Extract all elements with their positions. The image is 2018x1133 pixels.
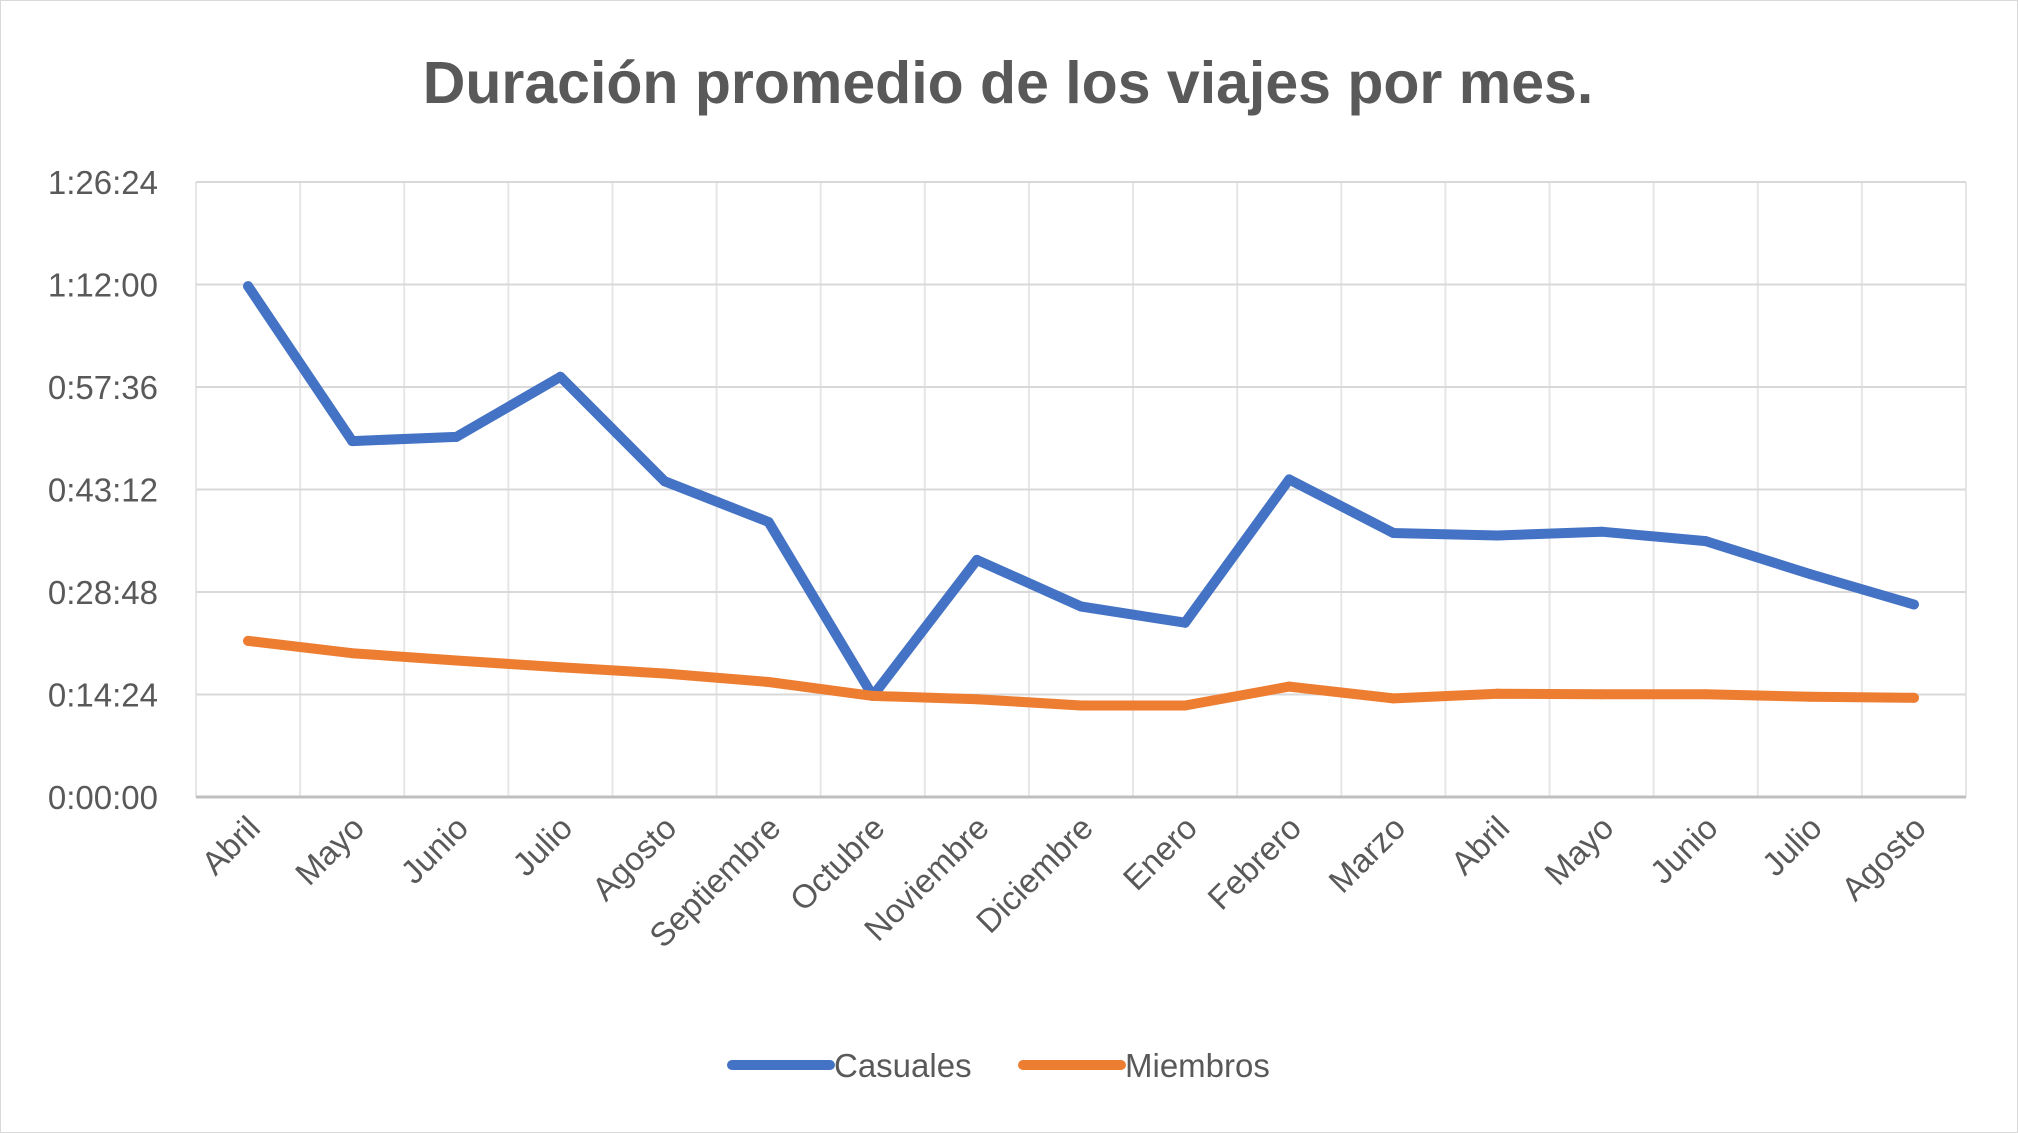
data-point-casuales	[347, 436, 358, 447]
series-line-casuales	[243, 281, 1919, 701]
legend-label-casuales: Casuales	[834, 1047, 972, 1084]
data-point-casuales	[1700, 536, 1711, 547]
data-point-casuales	[1180, 617, 1191, 628]
series-lines	[243, 281, 1919, 711]
y-tick-label: 1:12:00	[48, 267, 158, 304]
data-point-casuales	[1492, 530, 1503, 541]
data-point-miembros	[763, 677, 774, 688]
series-line-miembros	[243, 635, 1919, 711]
data-point-casuales	[763, 517, 774, 528]
y-axis-ticks: 0:00:00 0:14:24 0:28:48 0:43:12 0:57:36 1:12:…	[48, 164, 158, 816]
data-point-casuales	[1076, 601, 1086, 612]
data-point-casuales	[555, 371, 566, 382]
x-tick-label: Junio	[1643, 809, 1725, 891]
data-point-miembros	[451, 655, 462, 666]
data-point-casuales	[451, 431, 462, 442]
y-tick-label: 1:26:24	[48, 164, 158, 201]
data-point-casuales	[1908, 599, 1919, 610]
data-point-miembros	[1284, 681, 1295, 692]
data-point-casuales	[659, 476, 670, 487]
data-point-miembros	[1076, 700, 1086, 711]
x-tick-label: Agosto	[1834, 809, 1933, 908]
data-point-miembros	[347, 648, 358, 659]
y-tick-label: 0:14:24	[48, 677, 158, 714]
data-point-casuales	[1388, 528, 1399, 539]
data-point-miembros	[1596, 689, 1607, 700]
data-point-miembros	[659, 668, 670, 679]
x-axis-ticks: Abril Mayo Junio Julio AgostoSeptiembreOctub…	[194, 809, 1933, 954]
x-tick-label: Agosto	[585, 809, 684, 908]
data-point-casuales	[1284, 474, 1295, 485]
x-tick-label: Junio	[393, 809, 475, 891]
x-tick-label: Abril	[1444, 809, 1517, 882]
y-tick-label: 0:00:00	[48, 779, 158, 816]
x-tick-label: Febrero	[1200, 809, 1308, 917]
data-point-casuales	[1596, 526, 1607, 537]
x-tick-label: Abril	[194, 809, 267, 882]
gridlines	[195, 181, 1967, 799]
x-tick-label: Mayo	[1537, 809, 1620, 892]
data-point-miembros	[1804, 691, 1815, 702]
x-tick-label: Enero	[1116, 809, 1204, 897]
data-point-casuales	[1804, 568, 1815, 579]
data-point-miembros	[971, 694, 982, 705]
data-point-miembros	[1908, 692, 1919, 703]
chart-title: Duración promedio de los viajes por mes.	[423, 50, 1594, 116]
data-point-casuales	[971, 554, 982, 565]
x-tick-label: Julio	[1755, 809, 1829, 883]
x-tick-label: Julio	[505, 809, 579, 883]
x-tick-label: Mayo	[288, 809, 371, 892]
legend-label-miembros: Miembros	[1125, 1047, 1270, 1084]
data-point-miembros	[1700, 689, 1711, 700]
data-point-miembros	[1180, 700, 1191, 711]
data-point-miembros	[1388, 693, 1399, 704]
data-point-miembros	[1492, 688, 1503, 699]
data-point-miembros	[555, 662, 566, 673]
data-point-miembros	[243, 635, 254, 646]
x-tick-label: Octubre	[783, 809, 892, 918]
y-tick-label: 0:28:48	[48, 574, 158, 611]
x-tick-label: Marzo	[1321, 809, 1412, 900]
y-tick-label: 0:57:36	[48, 369, 158, 406]
legend: Casuales Miembros	[727, 1047, 1270, 1084]
data-point-miembros	[867, 690, 878, 701]
data-point-casuales	[243, 281, 254, 292]
y-tick-label: 0:43:12	[48, 472, 158, 509]
